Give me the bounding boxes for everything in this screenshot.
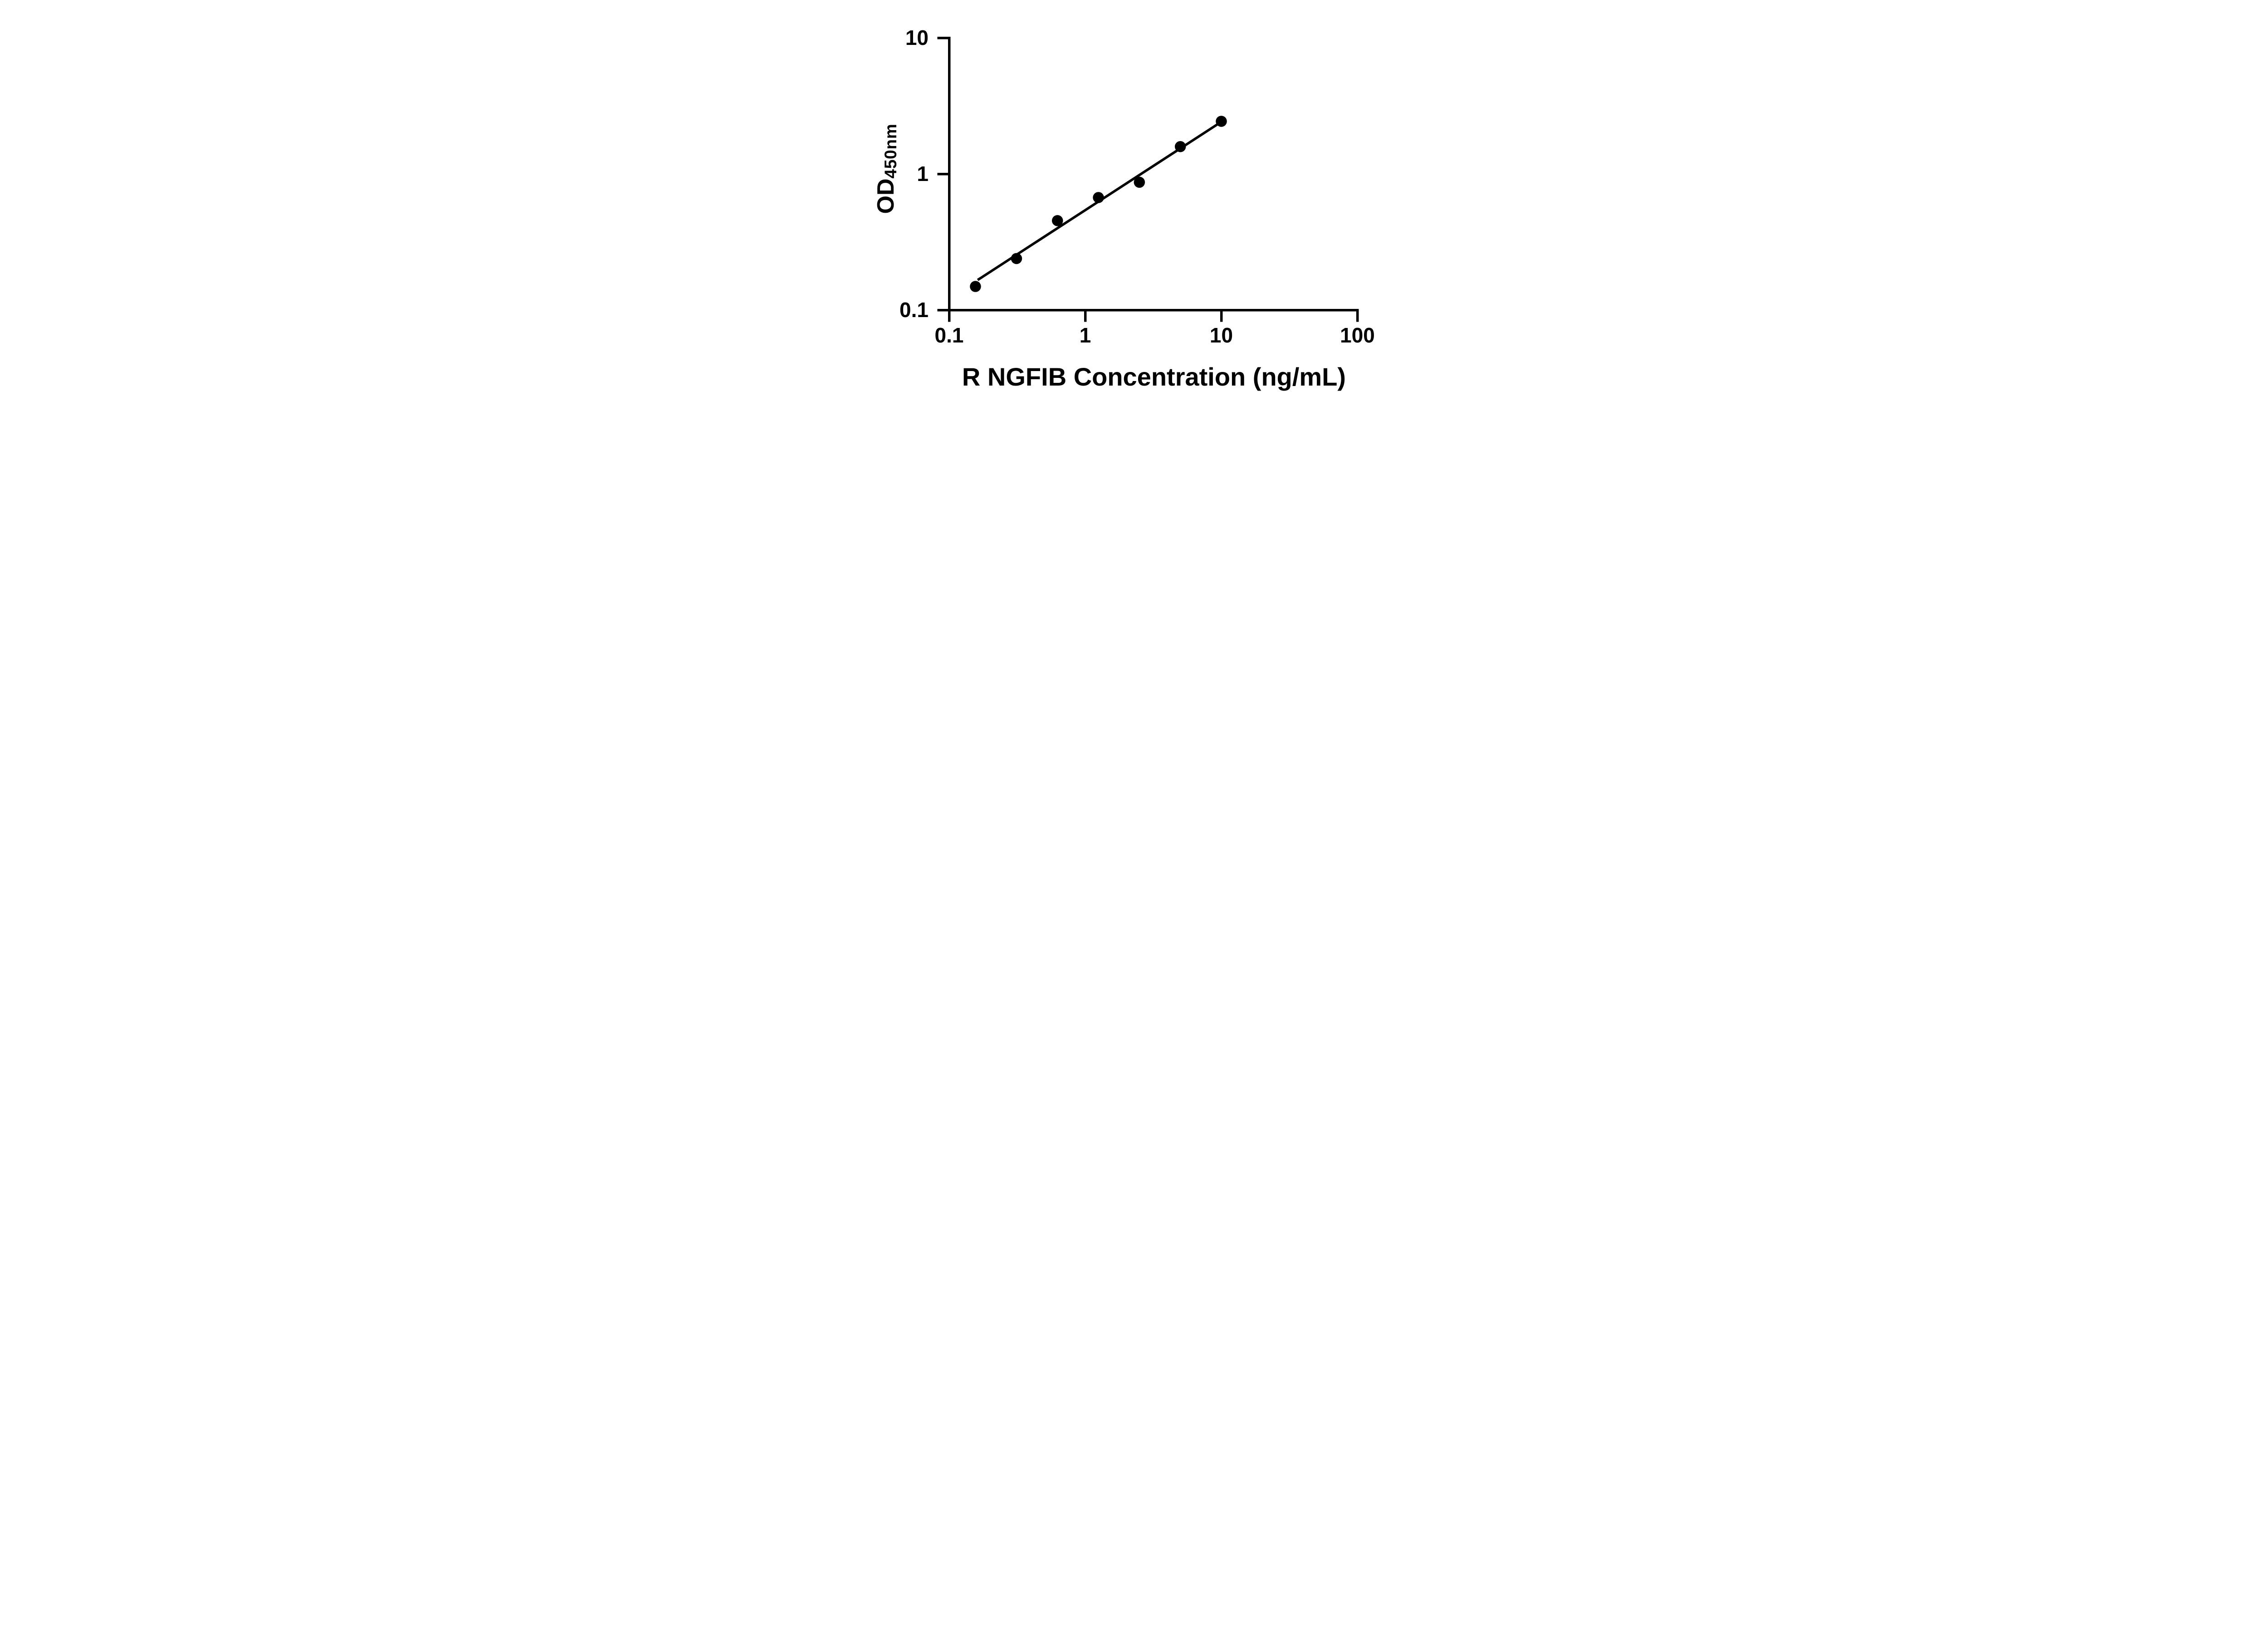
data-point (1134, 176, 1145, 188)
y-axis-title-main: OD (873, 178, 899, 214)
data-point (970, 281, 981, 292)
data-point (1216, 116, 1227, 127)
x-tick-label: 0.1 (934, 323, 964, 347)
data-point (1174, 141, 1186, 152)
y-tick-label: 10 (905, 25, 929, 49)
y-axis-title: OD450nm (873, 123, 900, 214)
y-axis-title-subscript: 450nm (881, 123, 900, 179)
y-tick-label: 0.1 (899, 298, 929, 322)
x-axis-title: R NGFIB Concentration (ng/mL) (962, 362, 1346, 391)
x-tick-label: 1 (1079, 323, 1091, 347)
standard-curve-plot (937, 36, 1359, 322)
data-point (1052, 215, 1063, 226)
y-tick-label: 1 (917, 161, 929, 186)
x-tick-label: 10 (1209, 323, 1233, 347)
data-point (1093, 192, 1104, 203)
standard-curve-figure: 10 1 0.1 0.1 1 10 100 OD450nm R NGFIB Concent… (848, 0, 1420, 408)
x-tick-label: 100 (1340, 323, 1375, 347)
data-point (1011, 253, 1022, 264)
